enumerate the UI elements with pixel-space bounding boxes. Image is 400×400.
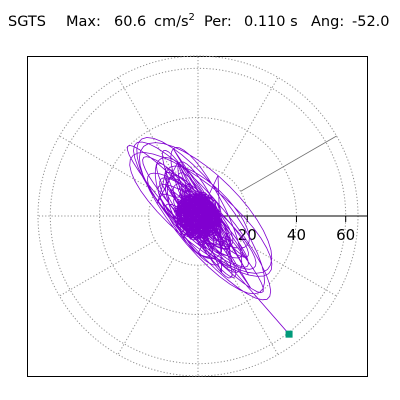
- max-unit-exponent: 2: [188, 12, 195, 23]
- orbit-trace: [127, 137, 290, 335]
- angle-value: -52.0: [352, 14, 390, 30]
- radial-axis: 20 40 60: [198, 215, 367, 244]
- max-point-marker: [285, 330, 293, 338]
- grid-spoke: [59, 240, 156, 297]
- period-value: 0.110 s: [244, 14, 298, 30]
- grid-spoke: [222, 77, 279, 174]
- grid-spoke: [117, 77, 174, 174]
- orbit-path: [127, 137, 290, 335]
- grid-spoke: [59, 135, 156, 192]
- max-label: Max:: [66, 14, 101, 30]
- grid-spoke: [117, 258, 174, 355]
- grid-spoke: [222, 258, 279, 355]
- max-point-marker-group: [285, 330, 293, 338]
- station-name: SGTS: [8, 14, 46, 30]
- max-unit: cm/s2: [154, 12, 195, 30]
- angle-label: Ang:: [311, 14, 345, 30]
- grid-spoke: [240, 135, 337, 192]
- radial-tick-label: 60: [336, 226, 355, 244]
- chart-header: SGTS Max: 60.6 cm/s2 Per: 0.110 s Ang: -…: [8, 12, 398, 38]
- max-unit-text: cm/s: [154, 14, 189, 30]
- max-value: 60.6: [114, 14, 147, 30]
- grid-spoke: [240, 240, 337, 297]
- radial-tick-label: 40: [287, 226, 306, 244]
- period-label: Per:: [204, 14, 232, 30]
